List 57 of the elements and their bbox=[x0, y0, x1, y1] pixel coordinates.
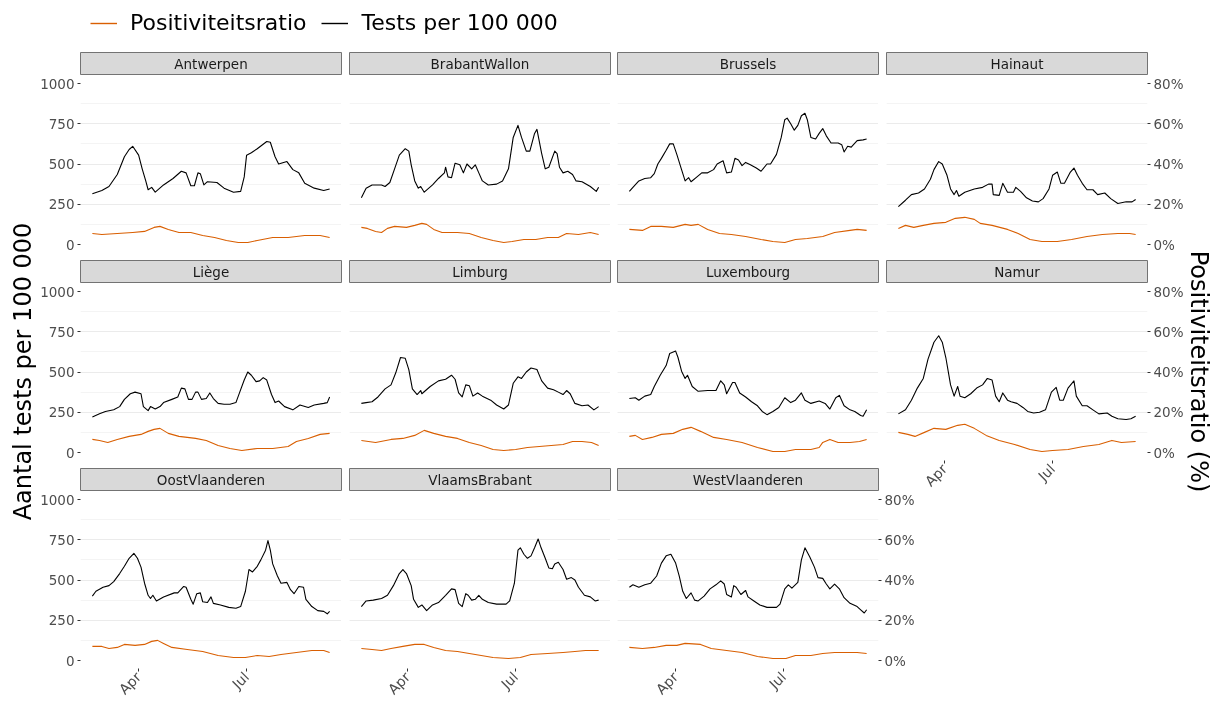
x-tick-label: Jul bbox=[228, 668, 253, 693]
text: 0 bbox=[65, 236, 75, 253]
chart-title: Hainaut bbox=[990, 55, 1044, 72]
chart-title: Luxembourg bbox=[705, 263, 791, 280]
text: 40% bbox=[1153, 364, 1184, 380]
text: 250 bbox=[48, 196, 75, 213]
chart-title: Limburg bbox=[452, 263, 508, 280]
chart-title: Namur bbox=[994, 263, 1041, 280]
line-series bbox=[91, 225, 331, 244]
text: 40% bbox=[884, 572, 915, 588]
text: 80% bbox=[1153, 283, 1184, 300]
x-tick-label: Jul bbox=[1034, 460, 1059, 485]
text: 750 bbox=[48, 323, 75, 340]
x-tick-label: Apr bbox=[115, 668, 145, 698]
text: 40% bbox=[1153, 156, 1184, 172]
x-tick-label: Apr bbox=[921, 460, 951, 490]
text: 60% bbox=[1153, 323, 1184, 340]
text: 1000 bbox=[40, 283, 75, 300]
text: 250 bbox=[48, 404, 75, 421]
text: 60% bbox=[884, 531, 915, 548]
text: 0 bbox=[65, 652, 75, 669]
text: 750 bbox=[48, 531, 75, 548]
x-tick-label: Apr bbox=[652, 668, 682, 698]
chart-title: Liège bbox=[192, 263, 230, 280]
text: 0% bbox=[1153, 236, 1175, 253]
legend-label: Positiviteitsratio bbox=[130, 10, 307, 35]
x-tick-label: Apr bbox=[384, 668, 414, 698]
text: 80% bbox=[884, 491, 915, 508]
chart-title: WestVlaanderen bbox=[692, 471, 804, 488]
text: 750 bbox=[48, 115, 75, 132]
text: 80% bbox=[1153, 75, 1184, 92]
text: 20% bbox=[884, 612, 915, 629]
line-series bbox=[91, 371, 331, 418]
x-tick-label: Jul bbox=[765, 668, 790, 693]
chart-title: Brussels bbox=[719, 55, 777, 72]
text: 0% bbox=[884, 652, 906, 669]
text: 250 bbox=[48, 612, 75, 629]
chart-title: VlaamsBrabant bbox=[428, 471, 532, 488]
y-axis-title: Aantal tests per 100 000 bbox=[8, 222, 37, 521]
text: 20% bbox=[1153, 404, 1184, 421]
text: 0 bbox=[65, 444, 75, 461]
x-tick-label: Jul bbox=[497, 668, 522, 693]
text: 60% bbox=[1153, 115, 1184, 132]
text: 1000 bbox=[40, 75, 75, 92]
line-series bbox=[91, 140, 331, 195]
text: 500 bbox=[48, 156, 75, 172]
text: 0% bbox=[1153, 444, 1175, 461]
text: 20% bbox=[1153, 196, 1184, 213]
chart-title: OostVlaanderen bbox=[156, 471, 266, 488]
text: 500 bbox=[48, 364, 75, 380]
chart-title: Antwerpen bbox=[174, 55, 248, 72]
y2-axis-title: Positiviteitsratio (%) bbox=[1184, 250, 1213, 493]
chart-title: BrabantWallon bbox=[430, 55, 530, 72]
line-series bbox=[91, 540, 331, 615]
text: 500 bbox=[48, 572, 75, 588]
legend-label: Tests per 100 000 bbox=[361, 10, 558, 35]
text: 1000 bbox=[40, 491, 75, 508]
